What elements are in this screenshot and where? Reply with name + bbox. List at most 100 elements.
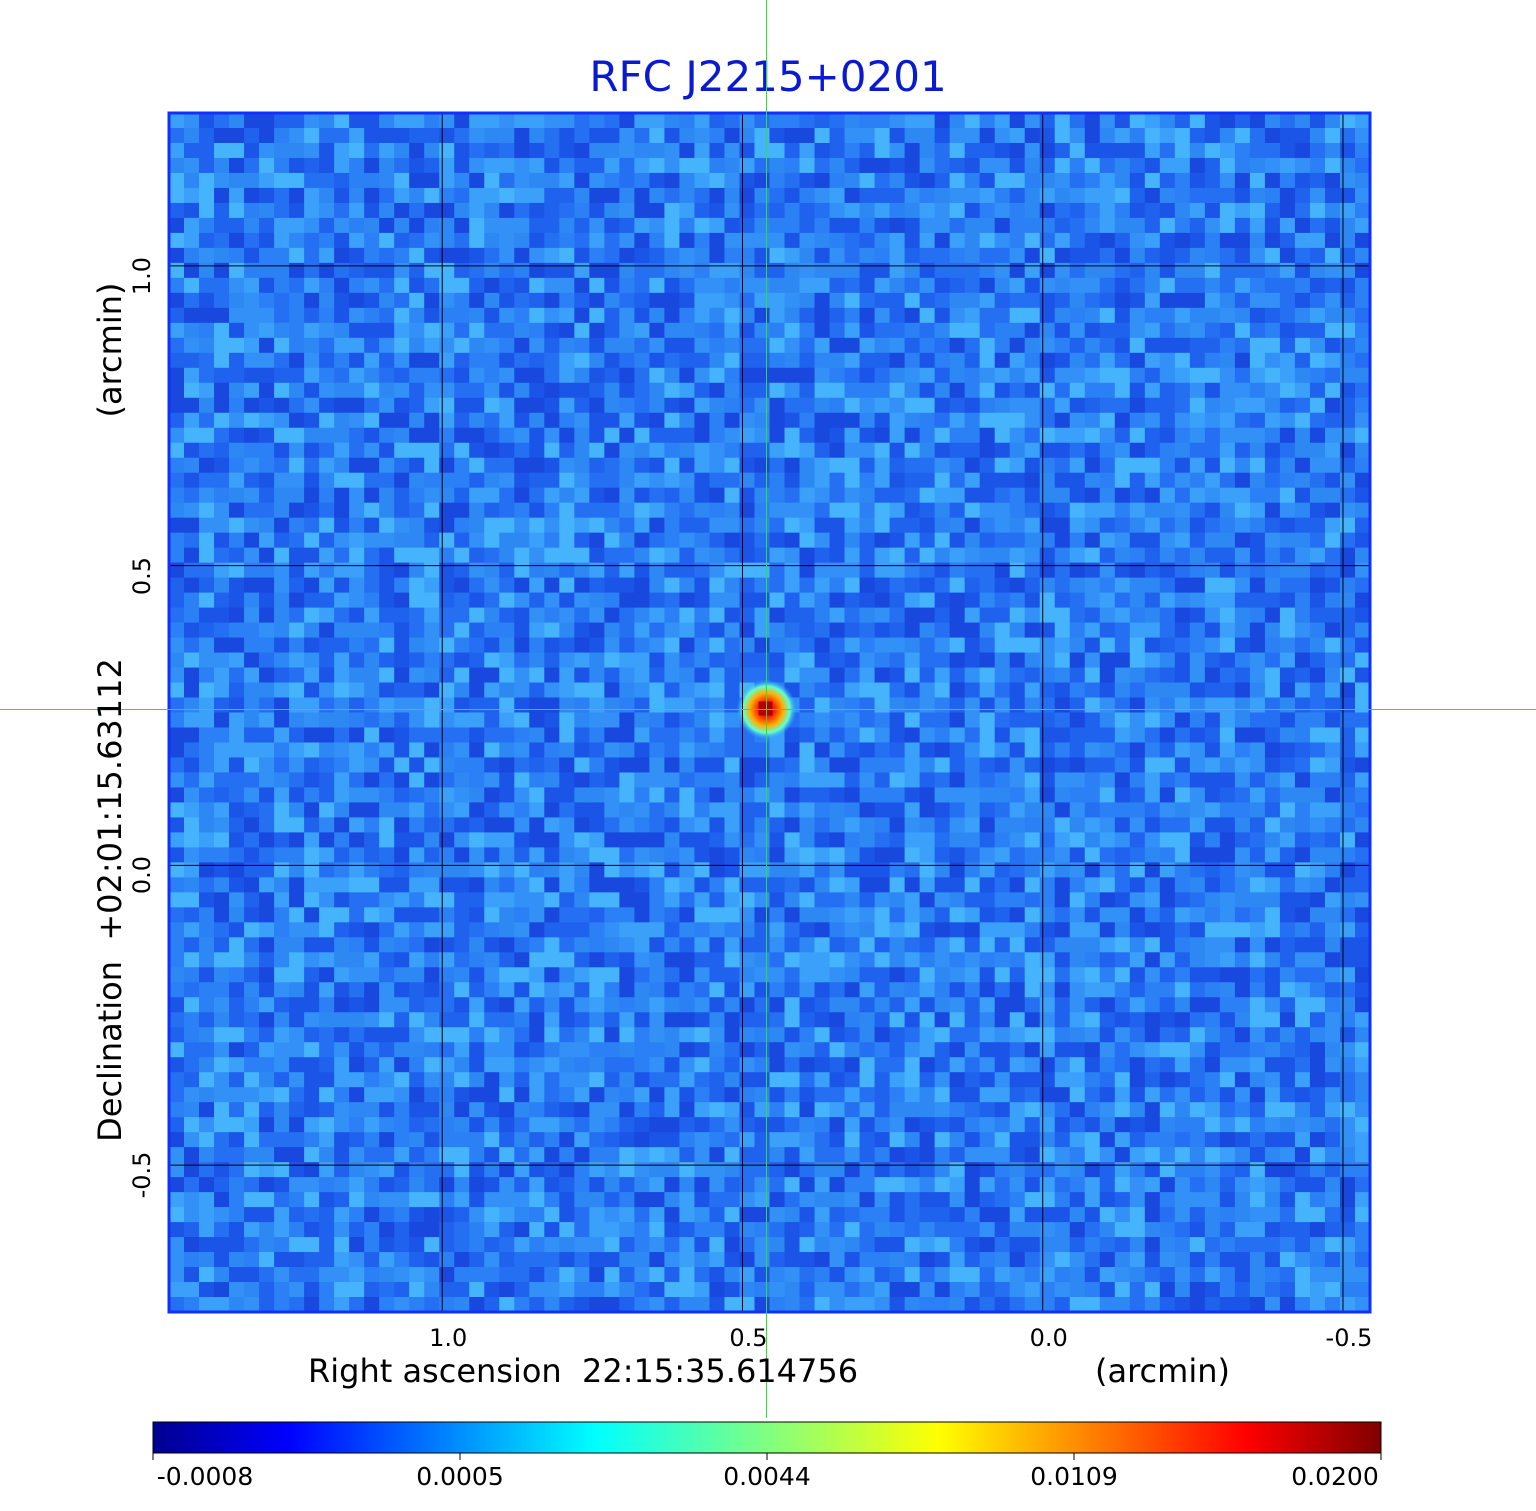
heatmap-cell (439, 202, 455, 219)
heatmap-cell (214, 382, 230, 399)
heatmap-cell (514, 1162, 530, 1178)
heatmap-cell (334, 127, 350, 144)
heatmap-cell (454, 1222, 470, 1238)
heatmap-cell (169, 172, 185, 189)
heatmap-cell (694, 862, 711, 878)
heatmap-cell (739, 742, 756, 759)
heatmap-cell (424, 772, 440, 789)
heatmap-cell (454, 1177, 470, 1193)
heatmap-cell (514, 922, 530, 938)
heatmap-cell (1099, 397, 1116, 414)
heatmap-cell (604, 1222, 620, 1238)
heatmap-cell (229, 1297, 245, 1313)
heatmap-cell (799, 757, 816, 774)
heatmap-cell (184, 1192, 200, 1208)
heatmap-cell (784, 592, 801, 609)
heatmap-cell (424, 592, 440, 609)
heatmap-cell (199, 787, 215, 804)
heatmap-cell (319, 1192, 335, 1208)
heatmap-cell (1069, 907, 1086, 923)
heatmap-cell (784, 337, 801, 354)
heatmap-cell (934, 1252, 951, 1268)
heatmap-cell (889, 113, 906, 129)
heatmap-cell (799, 427, 816, 444)
heatmap-cell (184, 1177, 200, 1193)
heatmap-cell (529, 1057, 545, 1073)
heatmap-cell (574, 472, 590, 489)
heatmap-cell (544, 1012, 560, 1028)
heatmap-cell (664, 757, 681, 774)
heatmap-cell (784, 113, 801, 129)
heatmap-cell (1009, 982, 1026, 998)
heatmap-cell (754, 742, 771, 759)
heatmap-cell (889, 1132, 906, 1148)
heatmap-cell (529, 1102, 545, 1118)
heatmap-cell (319, 292, 335, 309)
heatmap-cell (304, 652, 320, 669)
heatmap-cell (349, 862, 365, 878)
heatmap-cell (1039, 862, 1056, 878)
heatmap-cell (499, 787, 515, 804)
heatmap-cell (349, 1087, 365, 1103)
heatmap-cell (589, 322, 605, 339)
heatmap-cell (319, 862, 335, 878)
heatmap-cell (949, 592, 966, 609)
heatmap-cell (814, 1177, 831, 1193)
heatmap-cell (1054, 1147, 1071, 1163)
heatmap-cell (319, 382, 335, 399)
heatmap-cell (994, 322, 1011, 339)
heatmap-cell (589, 547, 605, 564)
heatmap-cell (214, 907, 230, 923)
heatmap-cell (349, 172, 365, 189)
heatmap-cell (994, 727, 1011, 744)
heatmap-cell (169, 217, 185, 234)
heatmap-cell (1069, 187, 1086, 204)
heatmap-cell (1009, 1132, 1026, 1148)
heatmap-cell (859, 1252, 876, 1268)
heatmap-cell (949, 1237, 966, 1253)
heatmap-cell (259, 157, 275, 174)
heatmap-cell (499, 1042, 515, 1058)
heatmap-cell (1054, 547, 1071, 564)
heatmap-cell (409, 577, 425, 594)
heatmap-cell (769, 967, 786, 983)
heatmap-cell (664, 113, 681, 129)
heatmap-cell (874, 607, 891, 624)
heatmap-cell (544, 1162, 560, 1178)
heatmap-cell (814, 622, 831, 639)
heatmap-cell (619, 547, 635, 564)
heatmap-cell (544, 1102, 560, 1118)
heatmap-cell (424, 607, 440, 624)
heatmap-cell (769, 652, 786, 669)
heatmap-cell (814, 577, 831, 594)
heatmap-cell (829, 113, 846, 129)
heatmap-cell (439, 232, 455, 249)
heatmap-cell (259, 172, 275, 189)
heatmap-cell (1009, 1297, 1026, 1313)
heatmap-cell (619, 427, 635, 444)
heatmap-cell (334, 1252, 350, 1268)
heatmap-cell (439, 502, 455, 519)
heatmap-cell (484, 502, 500, 519)
heatmap-cell (334, 1087, 350, 1103)
heatmap-cell (814, 607, 831, 624)
heatmap-cell (919, 1087, 936, 1103)
heatmap-cell (514, 1027, 530, 1043)
heatmap-cell (484, 172, 500, 189)
heatmap-cell (1084, 937, 1101, 953)
heatmap-cell (1084, 172, 1101, 189)
heatmap-cell (1054, 952, 1071, 968)
heatmap-cell (784, 172, 801, 189)
heatmap-cell (484, 442, 500, 459)
heatmap-cell (259, 877, 275, 893)
heatmap-cell (274, 982, 290, 998)
heatmap-cell (484, 322, 500, 339)
heatmap-cell (964, 517, 981, 534)
heatmap-cell (289, 667, 305, 684)
heatmap-cell (439, 592, 455, 609)
heatmap-cell (649, 1102, 666, 1118)
heatmap-cell (244, 113, 260, 129)
heatmap-cell (604, 922, 620, 938)
heatmap-cell (874, 682, 891, 699)
heatmap-cell (619, 1057, 635, 1073)
